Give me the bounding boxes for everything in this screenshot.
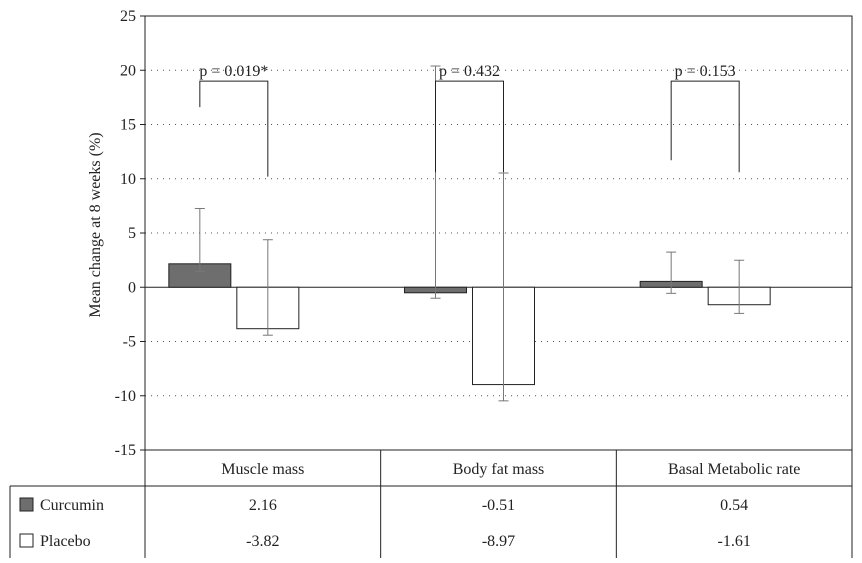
y-tick-label: -5: [123, 334, 136, 351]
legend-swatch: [19, 533, 34, 548]
legend-label: Placebo: [40, 533, 91, 550]
p-value-label: p = 0.019*: [199, 63, 268, 80]
data-value: 0.54: [720, 497, 748, 514]
y-tick-label: 0: [128, 279, 136, 296]
significance-brackets: p = 0.019* p = 0.432 p = 0.153: [199, 63, 740, 177]
y-tick-label: 25: [120, 8, 136, 25]
y-tick-label: 5: [128, 225, 136, 242]
y-tick-label: 20: [120, 62, 136, 79]
legend-swatch: [19, 497, 34, 512]
legend-label: Curcumin: [40, 497, 104, 514]
y-axis-label: Mean change at 8 weeks (%): [87, 132, 104, 317]
data-value: -0.51: [482, 497, 515, 514]
data-value: -8.97: [482, 533, 515, 550]
data-value: -3.82: [246, 533, 279, 550]
p-value-label: p = 0.153: [675, 63, 736, 80]
y-tick-label: 15: [120, 117, 136, 134]
y-tick-label: 10: [120, 171, 136, 188]
category-label: Basal Metabolic rate: [668, 461, 800, 478]
significance-bracket: [435, 80, 504, 173]
category-label: Muscle mass: [221, 461, 304, 478]
y-tick-label: -15: [115, 442, 136, 459]
data-table: Muscle mass Body fat mass Basal Metabolic …: [9, 449, 853, 558]
category-label: Body fat mass: [453, 461, 545, 478]
significance-bracket: [670, 80, 740, 173]
y-tick-label: -10: [115, 388, 136, 405]
data-value: 2.16: [249, 497, 277, 514]
significance-bracket: [199, 80, 269, 177]
data-value: -1.61: [718, 533, 751, 550]
p-value-label: p = 0.432: [439, 63, 500, 80]
bars: [168, 263, 771, 386]
